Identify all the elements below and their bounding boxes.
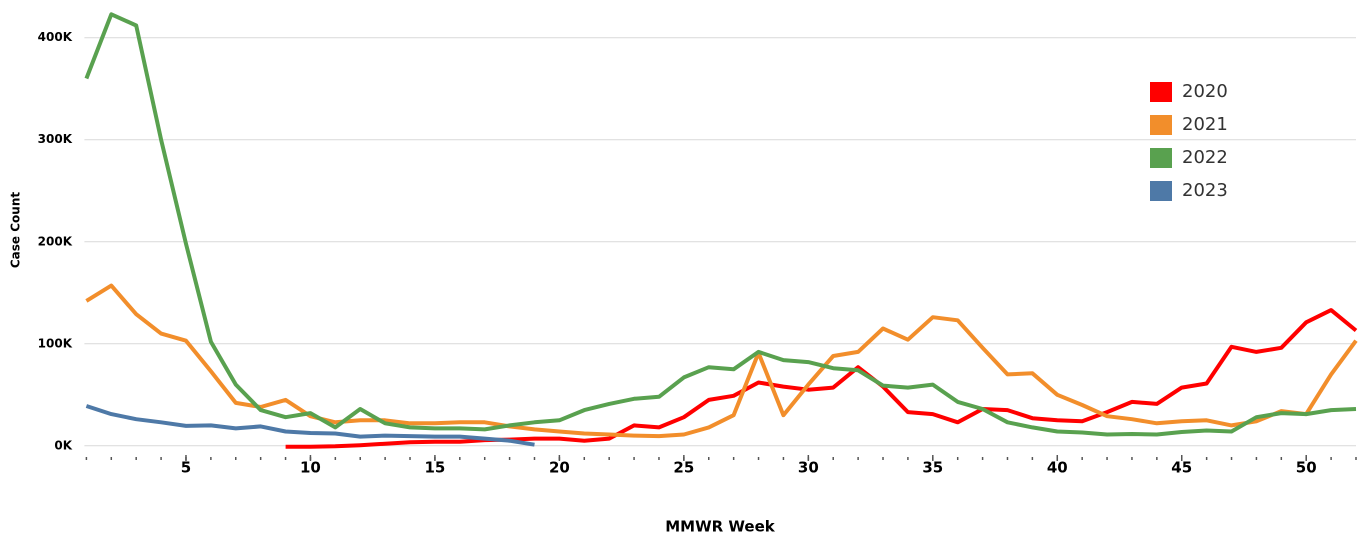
series-line xyxy=(85,283,1358,439)
x-tick-label: 30 xyxy=(798,459,819,477)
x-axis-label: MMWR Week xyxy=(665,518,776,536)
series-line xyxy=(84,12,1357,437)
legend-label: 2022 xyxy=(1182,147,1228,168)
x-tick-label: 50 xyxy=(1296,459,1317,477)
series-line xyxy=(285,308,1358,449)
legend-swatch xyxy=(1150,82,1172,102)
legend-label: 2021 xyxy=(1182,114,1228,135)
y-axis-label: Case Count xyxy=(9,192,23,269)
legend-label: 2023 xyxy=(1182,180,1228,201)
x-tick-label: 20 xyxy=(549,459,570,477)
x-tick-label: 10 xyxy=(300,459,321,477)
x-tick-label: 45 xyxy=(1171,459,1192,477)
y-tick-label: 100K xyxy=(38,336,73,350)
series-line xyxy=(85,404,535,447)
y-tick-label: 200K xyxy=(38,234,73,248)
x-tick-label: 40 xyxy=(1047,459,1068,477)
y-tick-label: 300K xyxy=(38,132,73,146)
y-tick-label: 400K xyxy=(38,30,73,44)
x-tick-label: 5 xyxy=(181,459,191,477)
x-tick-label: 15 xyxy=(424,459,445,477)
y-tick-label: 0K xyxy=(54,438,72,452)
legend-swatch xyxy=(1150,181,1172,201)
legend-swatch xyxy=(1150,115,1172,135)
x-tick-label: 25 xyxy=(673,459,694,477)
legend-swatch xyxy=(1150,148,1172,168)
legend-label: 2020 xyxy=(1182,81,1228,102)
x-tick-label: 35 xyxy=(922,459,943,477)
